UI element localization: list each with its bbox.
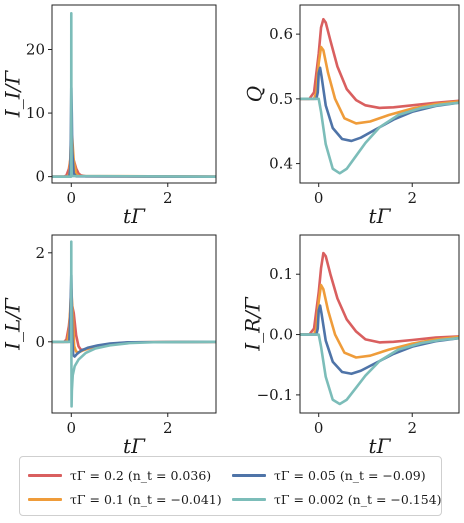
legend-swatch [28, 497, 62, 501]
x-tick-label: 0 [67, 419, 77, 437]
y-tick-label: 20 [26, 41, 45, 59]
x-tick-label: 0 [67, 189, 77, 207]
series-line-3 [52, 11, 216, 178]
x-axis-label: tΓ [369, 434, 392, 455]
y-axis-label: I_L/Γ [1, 297, 25, 351]
y-tick-label: 0.1 [269, 265, 293, 283]
x-tick-label: 0 [314, 189, 324, 207]
panel-bottom-right: 0 2 −0.1 0.0 0.1 tΓ I_R/Γ [241, 234, 460, 455]
legend-swatch [28, 473, 62, 477]
axes-frame [51, 4, 217, 184]
x-tick-label: 2 [407, 419, 417, 437]
legend-swatch [232, 497, 266, 501]
series-line-2 [52, 273, 216, 358]
y-axis-label: I_I/Γ [1, 70, 25, 119]
series-line-3 [300, 333, 459, 406]
y-tick-label: 10 [26, 104, 45, 122]
axes-frame [299, 234, 460, 414]
series-line-3 [52, 240, 216, 408]
y-tick-label: −0.1 [257, 386, 293, 404]
legend-swatch [232, 473, 266, 477]
y-tick-label: 0.0 [269, 326, 293, 344]
y-tick-label: 0 [35, 168, 45, 186]
x-tick-label: 2 [163, 189, 173, 207]
x-tick-label: 2 [163, 419, 173, 437]
series-line-2 [300, 304, 459, 376]
y-axis-label: I_R/Γ [241, 296, 265, 352]
legend-label: τΓ = 0.002 (n_t = −0.154) [274, 491, 442, 507]
x-axis-label: tΓ [123, 434, 146, 455]
axes-frame [51, 234, 217, 414]
y-axis-label: Q [243, 86, 267, 102]
legend-item: τΓ = 0.05 (n_t = −0.09) [232, 465, 426, 485]
legend-label: τΓ = 0.2 (n_t = 0.036) [70, 467, 212, 483]
y-tick-label: 0.6 [269, 25, 293, 43]
x-axis-label: tΓ [123, 204, 146, 228]
legend-label: τΓ = 0.05 (n_t = −0.09) [274, 467, 426, 483]
y-tick-label: 0.5 [269, 90, 293, 108]
legend-item: τΓ = 0.002 (n_t = −0.154) [232, 489, 442, 509]
legend-label: τΓ = 0.1 (n_t = −0.041) [70, 491, 222, 507]
panel-top-right: 0 2 0.4 0.5 0.6 tΓ Q [243, 4, 460, 228]
series-line-2 [300, 66, 459, 143]
y-tick-label: 2 [35, 244, 45, 262]
x-tick-label: 2 [407, 189, 417, 207]
x-axis-label: tΓ [369, 204, 392, 228]
series-line-2 [52, 86, 216, 178]
panel-bottom-left: 0 2 0 2 tΓ I_L/Γ [1, 234, 217, 455]
axes-frame [299, 4, 460, 184]
legend-item: τΓ = 0.1 (n_t = −0.041) [28, 489, 222, 509]
x-tick-label: 0 [314, 419, 324, 437]
legend: τΓ = 0.2 (n_t = 0.036) τΓ = 0.05 (n_t = … [19, 456, 442, 516]
series-line-3 [300, 97, 459, 175]
legend-item: τΓ = 0.2 (n_t = 0.036) [28, 465, 211, 485]
series-line-1 [52, 130, 216, 178]
y-tick-label: 0.4 [269, 155, 293, 173]
y-tick-label: 0 [35, 333, 45, 351]
